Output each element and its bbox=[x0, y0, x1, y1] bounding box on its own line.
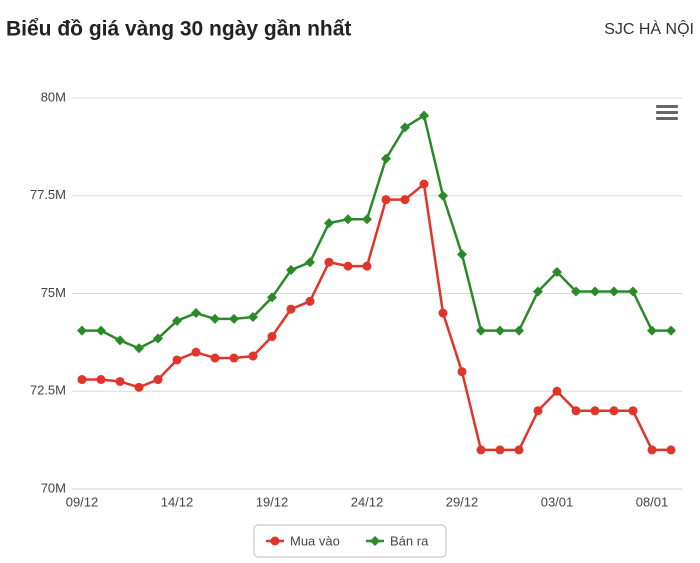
point bbox=[248, 311, 258, 322]
y-tick-label: 70M bbox=[41, 480, 66, 495]
point bbox=[248, 351, 258, 361]
point bbox=[210, 353, 220, 363]
x-tick-label: 24/12 bbox=[351, 494, 384, 509]
point bbox=[514, 445, 524, 455]
point bbox=[400, 122, 410, 133]
x-tick-label: 14/12 bbox=[161, 494, 194, 509]
y-tick-label: 75M bbox=[41, 285, 66, 300]
point bbox=[571, 286, 581, 297]
point bbox=[305, 257, 315, 268]
y-tick-label: 72.5M bbox=[30, 383, 66, 398]
point bbox=[115, 376, 125, 386]
point bbox=[134, 382, 144, 392]
point bbox=[191, 347, 201, 357]
point bbox=[96, 325, 106, 336]
point bbox=[533, 286, 543, 297]
point bbox=[153, 375, 163, 385]
point bbox=[476, 325, 486, 336]
point bbox=[305, 296, 315, 306]
menu-bar bbox=[656, 117, 678, 120]
point bbox=[381, 195, 391, 205]
point bbox=[628, 406, 638, 416]
legend-marker bbox=[270, 536, 280, 546]
point bbox=[191, 308, 201, 319]
point bbox=[134, 343, 144, 354]
point bbox=[229, 313, 239, 324]
point bbox=[381, 153, 391, 164]
point bbox=[514, 325, 524, 336]
legend-label: Mua vào bbox=[290, 533, 340, 548]
x-tick-label: 29/12 bbox=[446, 494, 479, 509]
point bbox=[571, 406, 581, 416]
point bbox=[267, 292, 277, 303]
point bbox=[96, 375, 106, 385]
point bbox=[609, 406, 619, 416]
point bbox=[324, 218, 334, 229]
x-tick-label: 08/01 bbox=[636, 494, 669, 509]
point bbox=[552, 386, 562, 396]
point bbox=[324, 257, 334, 267]
x-tick-label: 19/12 bbox=[256, 494, 289, 509]
point bbox=[210, 313, 220, 324]
point bbox=[476, 445, 486, 455]
point bbox=[666, 325, 676, 336]
legend-item[interactable]: Bán ra bbox=[366, 533, 429, 548]
legend-item[interactable]: Mua vào bbox=[266, 533, 340, 548]
y-tick-label: 77.5M bbox=[30, 187, 66, 202]
point bbox=[628, 286, 638, 297]
point bbox=[400, 195, 410, 205]
point bbox=[362, 261, 372, 271]
point bbox=[286, 265, 296, 276]
point bbox=[77, 325, 87, 336]
point bbox=[267, 332, 277, 342]
x-tick-label: 09/12 bbox=[66, 494, 99, 509]
legend-box bbox=[253, 524, 447, 558]
point bbox=[666, 445, 676, 455]
point bbox=[552, 266, 562, 277]
menu-bar bbox=[656, 111, 678, 114]
menu-button[interactable] bbox=[655, 102, 679, 124]
point bbox=[457, 367, 467, 377]
point bbox=[533, 406, 543, 416]
point bbox=[438, 190, 448, 201]
point bbox=[172, 355, 182, 365]
menu-bar bbox=[656, 105, 678, 108]
point bbox=[229, 353, 239, 363]
chart-title: Biểu đồ giá vàng 30 ngày gần nhất bbox=[6, 18, 351, 41]
legend-marker bbox=[370, 536, 380, 546]
chart-subtitle: SJC HÀ NỘI bbox=[604, 19, 694, 38]
point bbox=[495, 445, 505, 455]
x-tick-label: 03/01 bbox=[541, 494, 574, 509]
point bbox=[343, 261, 353, 271]
point bbox=[590, 286, 600, 297]
y-tick-label: 80M bbox=[41, 89, 66, 104]
point bbox=[609, 286, 619, 297]
point bbox=[590, 406, 600, 416]
point bbox=[438, 308, 448, 318]
point bbox=[172, 315, 182, 326]
series-line bbox=[82, 181, 671, 452]
point bbox=[647, 445, 657, 455]
point bbox=[343, 214, 353, 225]
point bbox=[419, 179, 429, 189]
point bbox=[115, 335, 125, 346]
point bbox=[495, 325, 505, 336]
point bbox=[153, 333, 163, 344]
point bbox=[419, 110, 429, 121]
point bbox=[647, 325, 657, 336]
point bbox=[457, 249, 467, 260]
point bbox=[286, 304, 296, 314]
legend-label: Bán ra bbox=[390, 533, 429, 548]
point bbox=[77, 375, 87, 385]
point bbox=[362, 214, 372, 225]
